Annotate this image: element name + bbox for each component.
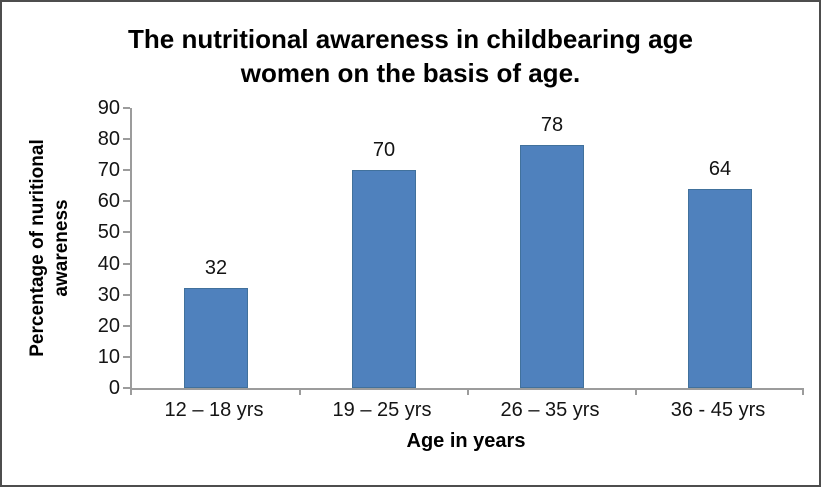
y-tick-label: 70 <box>97 159 120 182</box>
x-tick-mark <box>467 388 469 395</box>
x-category-label: 12 – 18 yrs <box>164 399 264 421</box>
y-tick-label: 60 <box>97 190 120 213</box>
x-tick-mark <box>299 388 301 395</box>
bar-value-label: 64 <box>708 157 732 180</box>
y-tick-mark <box>123 324 130 327</box>
y-tick-label: 80 <box>97 128 120 151</box>
x-tick-mark <box>802 388 804 395</box>
x-axis-title: Age in years <box>406 430 526 452</box>
x-tick-mark <box>130 388 132 395</box>
y-tick-mark <box>123 138 130 141</box>
y-tick-mark <box>123 387 130 389</box>
y-tick-mark <box>123 200 130 203</box>
chart-title-line-2: women on the basis of age. <box>240 58 581 88</box>
y-tick-mark <box>123 107 130 109</box>
x-category-label: 26 – 35 yrs <box>500 399 600 421</box>
y-tick-label: 30 <box>97 283 120 306</box>
plot-area: 32 70 78 64 <box>123 107 804 395</box>
y-tick-label: 20 <box>97 314 120 337</box>
bar-value-label: 78 <box>540 114 564 137</box>
y-tick-label: 0 <box>108 377 120 399</box>
bar-12 – 18 yrs <box>184 288 248 388</box>
x-category-label: 19 – 25 yrs <box>332 399 432 421</box>
chart-title: The nutritional awareness in childbearin… <box>2 22 819 90</box>
y-axis-title-line-1: Percentage of nuritional <box>27 139 48 357</box>
bar-value-label: 70 <box>372 139 396 162</box>
y-tick-label: 40 <box>97 252 120 275</box>
y-tick-mark <box>123 355 130 358</box>
y-tick-label: 10 <box>97 345 120 368</box>
y-tick-label: 90 <box>97 97 120 119</box>
bar-value-label: 32 <box>204 257 228 280</box>
y-tick-mark <box>123 262 130 265</box>
bar-26 – 35 yrs <box>520 145 584 388</box>
y-tick-label: 50 <box>97 221 120 244</box>
y-tick-mark <box>123 169 130 172</box>
bar-19 – 25 yrs <box>352 170 416 388</box>
x-category-label: 36 - 45 yrs <box>670 399 766 421</box>
x-tick-mark <box>635 388 637 395</box>
chart-title-line-1: The nutritional awareness in childbearin… <box>128 24 693 54</box>
bar-36 - 45 yrs <box>688 188 752 388</box>
y-tick-mark <box>123 293 130 296</box>
y-tick-mark <box>123 231 130 234</box>
